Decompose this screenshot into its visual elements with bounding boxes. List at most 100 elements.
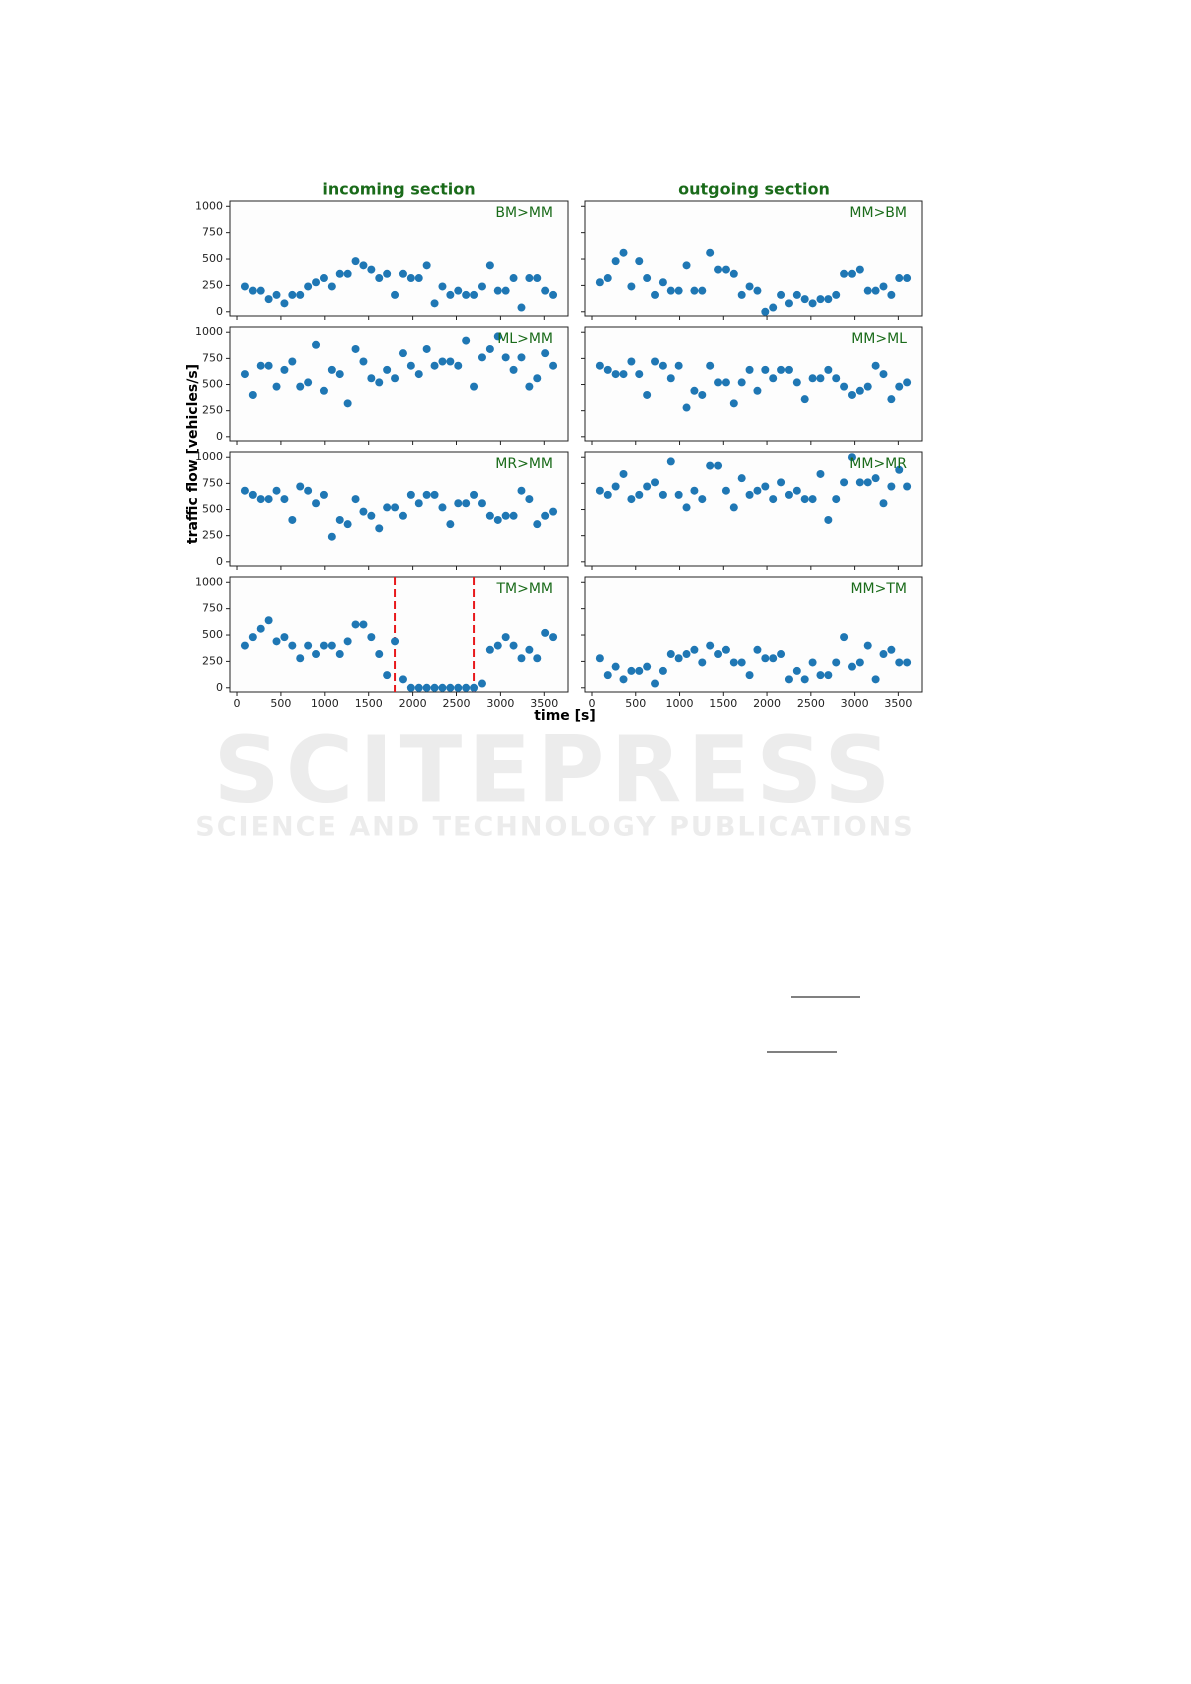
point xyxy=(375,274,384,283)
point xyxy=(335,650,344,659)
point xyxy=(375,378,384,387)
point xyxy=(256,495,265,504)
point xyxy=(446,520,455,529)
point xyxy=(682,403,691,412)
point xyxy=(761,365,770,374)
point xyxy=(438,503,447,512)
point xyxy=(549,633,558,642)
point xyxy=(288,357,297,366)
y-tick-label: 250 xyxy=(202,654,223,667)
panel-label: MM>BM xyxy=(849,205,907,221)
point xyxy=(603,365,612,374)
point xyxy=(824,295,833,304)
point xyxy=(745,282,754,291)
point xyxy=(398,511,407,520)
point xyxy=(446,290,455,299)
point xyxy=(824,515,833,524)
point xyxy=(280,365,289,374)
point xyxy=(406,683,415,692)
point xyxy=(422,261,431,270)
point xyxy=(525,645,534,654)
point xyxy=(359,357,368,366)
point xyxy=(847,662,856,671)
point xyxy=(635,257,644,266)
point xyxy=(847,269,856,278)
x-tick-label: 3500 xyxy=(884,697,912,710)
point xyxy=(729,399,738,408)
point xyxy=(595,278,604,287)
point xyxy=(406,490,415,499)
point xyxy=(541,349,550,358)
point xyxy=(643,390,652,399)
plot-area xyxy=(584,451,923,567)
point xyxy=(501,353,510,362)
point xyxy=(351,620,360,629)
point xyxy=(871,361,880,370)
point xyxy=(446,357,455,366)
point xyxy=(501,511,510,520)
point xyxy=(462,290,471,299)
x-tick-label: 0 xyxy=(234,697,241,710)
point xyxy=(383,365,392,374)
point xyxy=(288,641,297,650)
point xyxy=(706,248,715,257)
point xyxy=(517,654,526,663)
point xyxy=(327,532,336,541)
point xyxy=(391,374,400,383)
point xyxy=(714,265,723,274)
point xyxy=(398,675,407,684)
y-tick-label: 750 xyxy=(202,602,223,615)
point xyxy=(351,257,360,266)
point xyxy=(319,490,328,499)
point xyxy=(824,365,833,374)
point xyxy=(784,365,793,374)
point xyxy=(769,654,778,663)
point xyxy=(248,390,257,399)
point xyxy=(485,511,494,520)
point xyxy=(509,365,518,374)
point xyxy=(635,666,644,675)
point xyxy=(832,658,841,667)
point xyxy=(296,654,305,663)
point xyxy=(729,269,738,278)
point xyxy=(745,490,754,499)
point xyxy=(690,286,699,295)
x-tick-label: 2000 xyxy=(753,697,781,710)
point xyxy=(619,370,628,379)
point xyxy=(792,666,801,675)
point xyxy=(462,499,471,508)
point xyxy=(383,671,392,680)
point xyxy=(383,503,392,512)
point xyxy=(800,675,809,684)
point xyxy=(651,357,660,366)
point xyxy=(272,382,281,391)
point xyxy=(470,290,479,299)
point xyxy=(296,382,305,391)
point xyxy=(422,344,431,353)
point xyxy=(643,662,652,671)
point xyxy=(430,299,439,308)
point xyxy=(343,637,352,646)
panel-label: ML>MM xyxy=(497,331,553,347)
point xyxy=(871,675,880,684)
point xyxy=(264,361,273,370)
point xyxy=(343,399,352,408)
point xyxy=(714,378,723,387)
point xyxy=(784,675,793,684)
point xyxy=(674,654,683,663)
point xyxy=(296,482,305,491)
watermark-sub: SCIENCE AND TECHNOLOGY PUBLICATIONS xyxy=(195,812,914,843)
point xyxy=(525,274,534,283)
point xyxy=(832,374,841,383)
point xyxy=(753,286,762,295)
point xyxy=(658,278,667,287)
point xyxy=(887,395,896,404)
point xyxy=(327,641,336,650)
x-tick-label: 1500 xyxy=(709,697,737,710)
point xyxy=(769,374,778,383)
x-tick-label: 2000 xyxy=(399,697,427,710)
point xyxy=(619,675,628,684)
x-tick-label: 1000 xyxy=(666,697,694,710)
point xyxy=(635,370,644,379)
point xyxy=(824,671,833,680)
